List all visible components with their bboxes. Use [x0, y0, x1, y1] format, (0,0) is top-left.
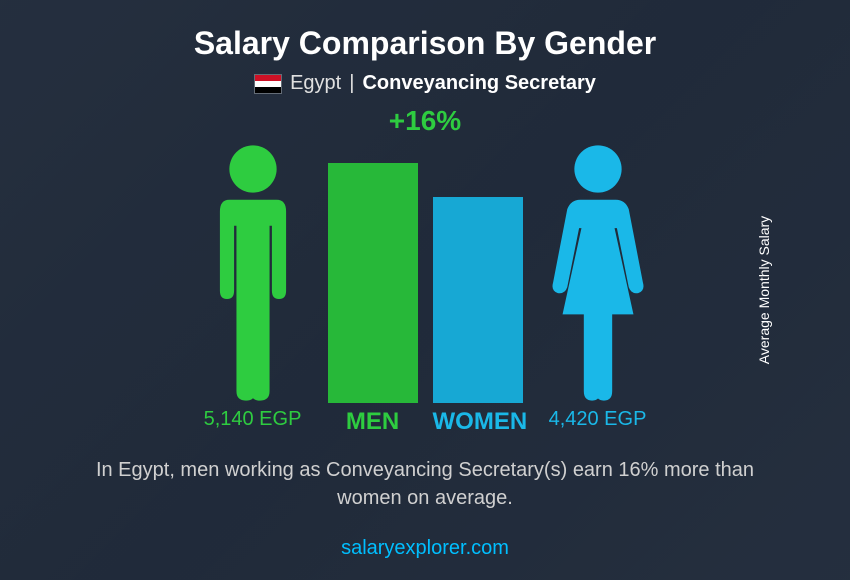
egypt-flag-icon: [254, 74, 282, 94]
women-bar-group: [433, 110, 523, 403]
men-label: MEN: [328, 408, 418, 436]
job-title-label: Conveyancing Secretary: [362, 72, 595, 95]
women-bar: [433, 197, 523, 403]
male-figure-group: [193, 143, 313, 403]
men-salary: 5,140 EGP: [193, 408, 313, 436]
men-bar-group: [328, 110, 418, 403]
country-label: Egypt: [290, 72, 341, 95]
female-figure-group: [538, 143, 658, 403]
men-bar: [328, 163, 418, 403]
female-person-icon: [538, 143, 658, 403]
description-text: In Egypt, men working as Conveyancing Se…: [65, 456, 785, 512]
label-row: 5,140 EGP MEN WOMEN 4,420 EGP: [40, 408, 810, 436]
y-axis-label: Average Monthly Salary: [756, 216, 772, 364]
separator: |: [349, 72, 354, 95]
website-url: salaryexplorer.com: [341, 537, 509, 560]
male-person-icon: [193, 143, 313, 403]
subtitle-row: Egypt | Conveyancing Secretary: [254, 72, 596, 95]
women-salary: 4,420 EGP: [538, 408, 658, 436]
women-label: WOMEN: [433, 408, 523, 436]
main-title: Salary Comparison By Gender: [194, 25, 656, 62]
infographic-container: Salary Comparison By Gender Egypt | Conv…: [0, 0, 850, 580]
flag-stripe-black: [255, 87, 281, 93]
chart-area: +16%: [193, 110, 658, 403]
percentage-difference: +16%: [389, 105, 461, 137]
